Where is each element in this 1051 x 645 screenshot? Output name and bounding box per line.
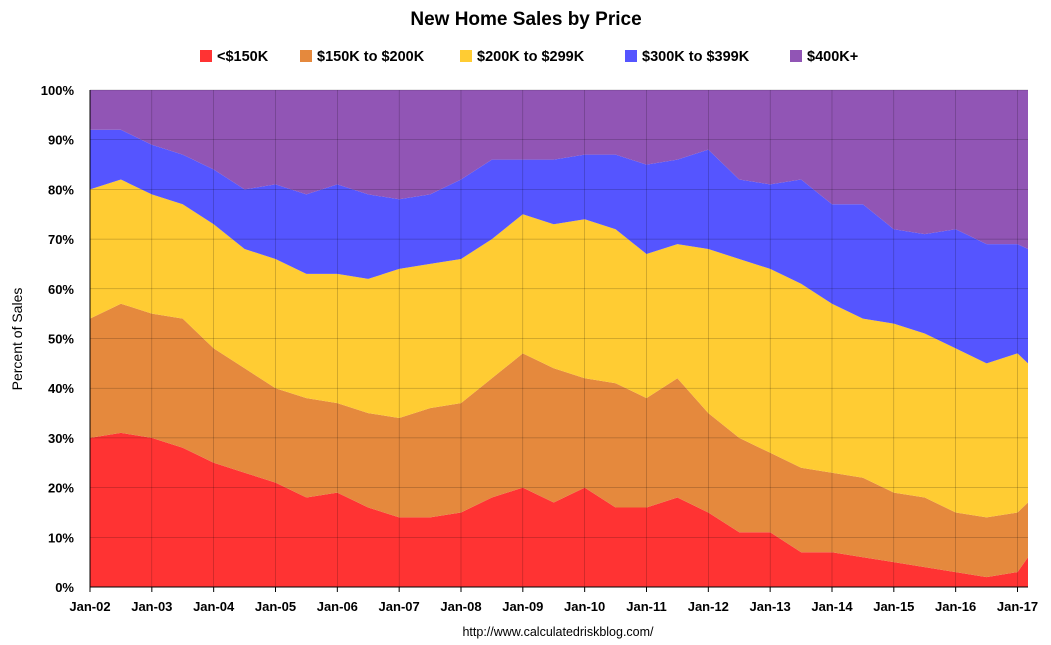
y-tick-label: 70% <box>48 232 74 247</box>
x-axis: Jan-02 Jan-03 Jan-04 Jan-05 Jan-06 Jan-07 Jan-… <box>69 90 1038 614</box>
y-tick-label: 60% <box>48 282 74 297</box>
y-tick-label: 90% <box>48 133 74 148</box>
source-note: http://www.calculatedriskblog.com/ <box>462 625 654 639</box>
x-tick-label: Jan-13 <box>750 599 791 614</box>
chart-title: New Home Sales by Price <box>410 9 641 30</box>
legend-label: $400K+ <box>807 49 858 65</box>
x-tick-label: Jan-04 <box>193 599 235 614</box>
legend-label: $300K to $399K <box>642 49 750 65</box>
x-tick-label: Jan-11 <box>626 599 666 614</box>
x-tick-label: Jan-12 <box>688 599 729 614</box>
legend-swatch <box>300 50 312 62</box>
plot-areas <box>90 90 1028 587</box>
x-tick-label: Jan-02 <box>69 599 110 614</box>
gridlines <box>89 89 1028 588</box>
legend-swatch <box>790 50 802 62</box>
y-tick-label: 100% <box>41 83 75 98</box>
legend-label: <$150K <box>217 49 269 65</box>
y-axis: 0% 10% 20% 30% 40% 50% 60% 70% 80% 90% 100% <box>41 83 75 595</box>
legend-swatch <box>200 50 212 62</box>
legend-label: $200K to $299K <box>477 49 585 65</box>
area-series-3 <box>90 129 1028 364</box>
area-series-1 <box>90 303 1028 578</box>
area-series-0 <box>90 432 1028 587</box>
y-tick-label: 40% <box>48 381 74 396</box>
y-tick-label: 50% <box>48 332 74 347</box>
legend-label: $150K to $200K <box>317 49 425 65</box>
y-tick-label: 10% <box>48 530 74 545</box>
legend-swatch <box>625 50 637 62</box>
x-tick-label: Jan-08 <box>440 599 481 614</box>
x-tick-label: Jan-17 <box>997 599 1038 614</box>
x-tick-label: Jan-16 <box>935 599 976 614</box>
y-tick-label: 80% <box>48 182 74 197</box>
x-tick-label: Jan-10 <box>564 599 605 614</box>
x-tick-label: Jan-07 <box>379 599 420 614</box>
x-tick-label: Jan-15 <box>873 599 914 614</box>
x-tick-label: Jan-09 <box>502 599 543 614</box>
y-axis-title: Percent of Sales <box>9 288 25 391</box>
area-series-4 <box>90 90 1028 249</box>
legend: <$150K $150K to $200K $200K to $299K $300K … <box>200 49 858 65</box>
x-tick-label: Jan-03 <box>131 599 172 614</box>
y-tick-label: 0% <box>55 580 74 595</box>
x-tick-label: Jan-06 <box>317 599 358 614</box>
legend-swatch <box>460 50 472 62</box>
y-tick-label: 30% <box>48 431 74 446</box>
y-tick-label: 20% <box>48 481 74 496</box>
x-tick-label: Jan-14 <box>811 599 853 614</box>
area-series-2 <box>90 179 1028 518</box>
x-tick-label: Jan-05 <box>255 599 296 614</box>
